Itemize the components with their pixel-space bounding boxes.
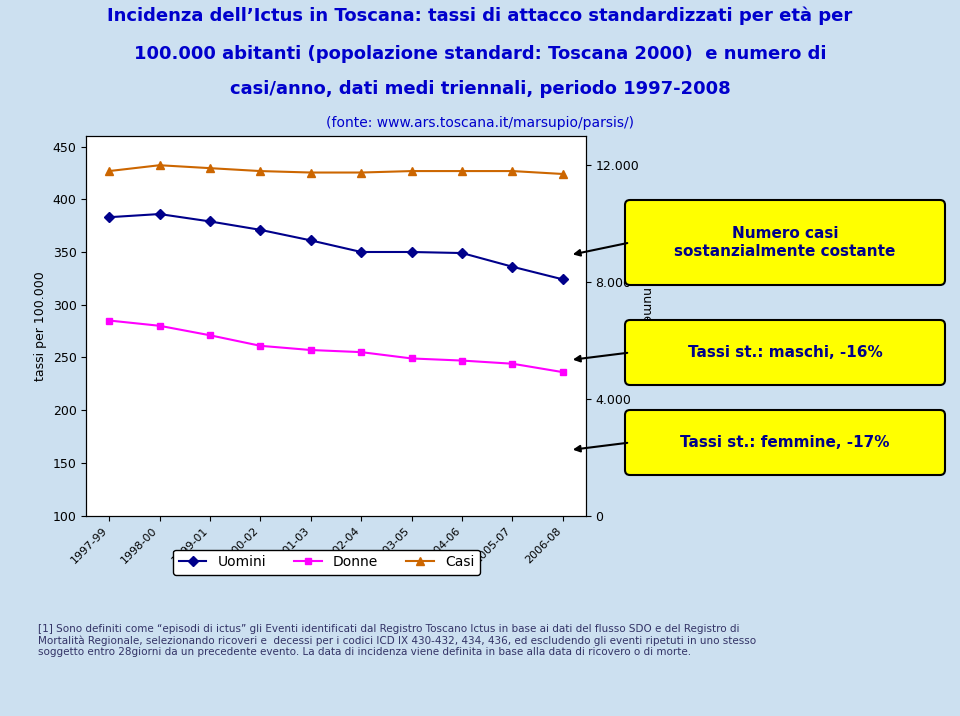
Casi <box>355 168 367 177</box>
Line: Uomini: Uomini <box>106 211 566 283</box>
Casi <box>557 170 568 178</box>
Donne <box>406 354 418 363</box>
Text: casi/anno, dati medi triennali, periodo 1997-2008: casi/anno, dati medi triennali, periodo … <box>229 80 731 98</box>
Uomini <box>254 226 266 234</box>
FancyBboxPatch shape <box>625 410 945 475</box>
Casi <box>507 167 518 175</box>
Donne <box>154 321 165 330</box>
Uomini <box>507 263 518 271</box>
Casi <box>154 161 165 170</box>
Text: Tassi st.: maschi, -16%: Tassi st.: maschi, -16% <box>687 345 882 360</box>
Donne <box>204 331 216 339</box>
Donne <box>456 357 468 365</box>
FancyBboxPatch shape <box>625 200 945 285</box>
Text: Numero casi
sostanzialmente costante: Numero casi sostanzialmente costante <box>674 226 896 258</box>
Uomini <box>406 248 418 256</box>
Uomini <box>456 248 468 257</box>
Casi <box>254 167 266 175</box>
Donne <box>104 316 115 325</box>
Legend: Uomini, Donne, Casi: Uomini, Donne, Casi <box>173 549 480 575</box>
Donne <box>305 346 317 354</box>
Donne <box>355 348 367 357</box>
Uomini <box>204 217 216 226</box>
Text: 100.000 abitanti (popolazione standard: Toscana 2000)  e numero di: 100.000 abitanti (popolazione standard: … <box>133 45 827 63</box>
Text: [1] Sono definiti come “episodi di ictus” gli Eventi identificati dal Registro T: [1] Sono definiti come “episodi di ictus… <box>37 624 756 657</box>
Casi <box>456 167 468 175</box>
Text: (fonte: www.ars.toscana.it/marsupio/parsis/): (fonte: www.ars.toscana.it/marsupio/pars… <box>326 116 634 130</box>
Donne <box>254 342 266 350</box>
Uomini <box>104 213 115 221</box>
Y-axis label: tassi per 100.000: tassi per 100.000 <box>35 271 47 381</box>
Uomini <box>355 248 367 256</box>
Line: Casi: Casi <box>105 161 567 178</box>
Uomini <box>154 210 165 218</box>
Casi <box>406 167 418 175</box>
Casi <box>104 167 115 175</box>
Donne <box>557 368 568 377</box>
Donne <box>507 359 518 368</box>
Line: Donne: Donne <box>106 317 566 376</box>
Text: Incidenza dell’Ictus in Toscana: tassi di attacco standardizzati per età per: Incidenza dell’Ictus in Toscana: tassi d… <box>108 6 852 25</box>
Uomini <box>557 275 568 284</box>
Y-axis label: numero casi: numero casi <box>640 287 653 364</box>
Casi <box>204 164 216 173</box>
Uomini <box>305 236 317 245</box>
FancyBboxPatch shape <box>625 320 945 385</box>
Casi <box>305 168 317 177</box>
Text: Tassi st.: femmine, -17%: Tassi st.: femmine, -17% <box>681 435 890 450</box>
